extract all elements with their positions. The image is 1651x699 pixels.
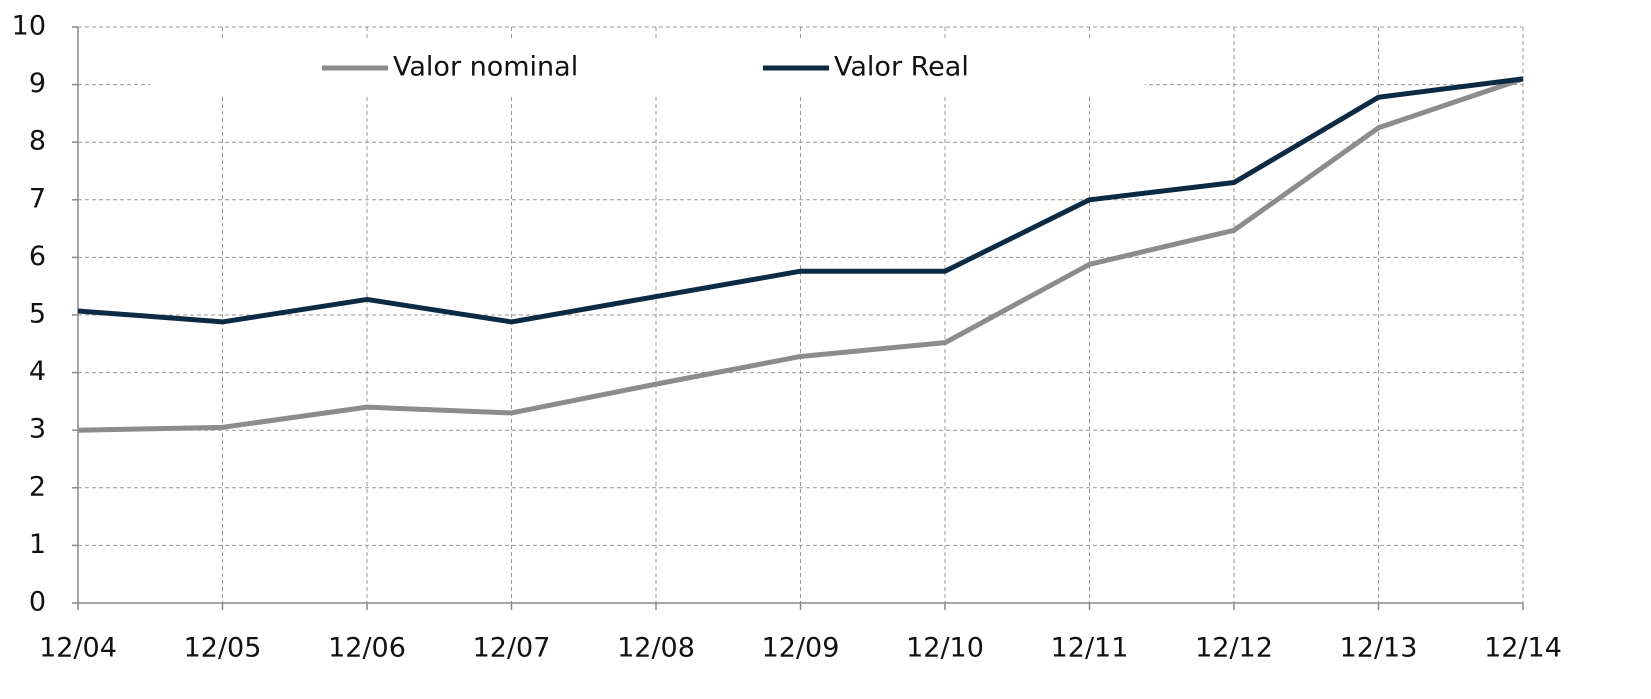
x-tick-label: 12/14	[1484, 633, 1562, 664]
x-tick-label: 12/11	[1051, 633, 1129, 664]
x-tick-label: 12/12	[1195, 633, 1273, 664]
y-tick-label: 3	[29, 414, 46, 445]
x-tick-label: 12/09	[762, 633, 840, 664]
x-tick-label: 12/13	[1340, 633, 1418, 664]
y-tick-label: 0	[29, 587, 46, 618]
y-tick-label: 5	[29, 299, 46, 330]
x-tick-label: 12/07	[473, 633, 551, 664]
legend-label: Valor nominal	[393, 52, 578, 83]
x-tick-label: 12/10	[906, 633, 984, 664]
y-tick-label: 9	[29, 68, 46, 99]
x-tick-label: 12/08	[617, 633, 695, 664]
y-tick-label: 1	[29, 529, 46, 560]
y-tick-label: 4	[29, 356, 46, 387]
y-tick-label: 6	[29, 241, 46, 272]
x-tick-label: 12/04	[39, 633, 117, 664]
x-tick-label: 12/05	[184, 633, 262, 664]
y-tick-label: 7	[29, 183, 46, 214]
legend-box	[150, 40, 1145, 96]
y-tick-label: 8	[29, 126, 46, 157]
x-tick-label: 12/06	[328, 633, 406, 664]
y-tick-label: 10	[12, 11, 46, 42]
legend-label: Valor Real	[834, 52, 969, 83]
series-line	[77, 76, 1524, 325]
series-line	[77, 76, 1524, 433]
y-tick-label: 2	[29, 471, 46, 502]
